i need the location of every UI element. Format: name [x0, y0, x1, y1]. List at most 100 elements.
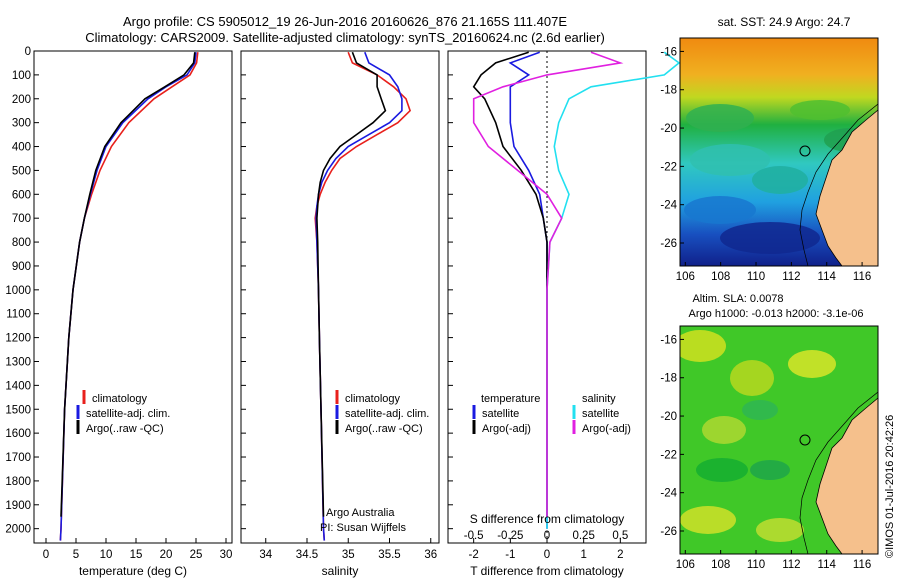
temperature-axes: 0 5 10 15 20 25 300100200300400500600700800900… [5, 46, 232, 561]
sst-mottle [684, 100, 876, 254]
legend-label-satellite: satellite-adj. clim. [86, 408, 170, 420]
sla-mottle [680, 330, 836, 542]
legend-label-climatology: climatology [345, 393, 401, 405]
salinity-lines [314, 51, 412, 541]
map-y-tick-label: -18 [660, 85, 677, 97]
difference-legend: temperature salinity satellite Argo(-adj… [472, 393, 631, 435]
x-tick-label: 35 [342, 549, 355, 561]
y-tick-label: 1600 [5, 428, 31, 440]
temperature-panel [33, 50, 233, 544]
map-x-tick-label: 114 [818, 559, 837, 571]
legend-label-argo: Argo(..raw -QC) [345, 423, 423, 435]
map-x-tick-label: 112 [782, 271, 800, 283]
sla-map-title-1: Altim. SLA: 0.0078 [692, 293, 783, 305]
salinity-axes: 34 34.5 35 35.5 36 [241, 50, 437, 561]
series-line-argo---raw--qc- [60, 52, 196, 517]
difference-top-label: S difference from climatology [470, 512, 625, 526]
legend-title-salinity: salinity [582, 393, 616, 405]
difference-xlabel: T difference from climatology [470, 564, 624, 578]
annotation-pi: PI: Susan Wijffels [320, 522, 406, 534]
x-tick-label: 36 [424, 549, 437, 561]
y-tick-label: 1500 [5, 404, 31, 416]
y-tick-label: 0 [25, 46, 31, 58]
y-tick-label: 1800 [5, 476, 31, 488]
y-tick-label: 1400 [5, 380, 31, 392]
title-line-2: Climatology: CARS2009. Satellite-adjuste… [85, 30, 605, 45]
map-y-tick-label: -24 [660, 488, 677, 500]
sst-land [815, 109, 878, 266]
x-tick-label: -2 [469, 549, 479, 561]
annotation-argo-australia: Argo Australia [326, 507, 395, 519]
top-x-tick-label: -0.5 [464, 530, 484, 542]
y-tick-label: 1100 [6, 309, 31, 321]
y-tick-label: 1200 [5, 333, 31, 345]
x-tick-label: 0 [43, 549, 49, 561]
y-tick-label: 500 [12, 165, 31, 177]
sla-profile-marker [799, 434, 811, 446]
y-tick-label: 1900 [5, 500, 31, 512]
y-tick-label: 100 [12, 70, 31, 82]
salinity-xlabel: salinity [322, 564, 359, 578]
difference-lines [472, 51, 681, 529]
map-y-tick-label: -20 [660, 411, 677, 423]
top-x-tick-label: -0.25 [497, 530, 523, 542]
map-x-tick-label: 112 [782, 559, 800, 571]
x-tick-label: 35.5 [378, 549, 400, 561]
top-x-tick-label: 0.25 [572, 530, 594, 542]
map-y-tick-label: -26 [660, 238, 677, 250]
map-x-tick-label: 114 [818, 271, 837, 283]
y-tick-label: 600 [12, 189, 31, 201]
temperature-xlabel: temperature (deg C) [79, 564, 187, 578]
y-tick-label: 1300 [5, 356, 31, 368]
sst-map-frame [679, 37, 879, 267]
x-tick-label: 34 [259, 549, 272, 561]
y-tick-label: 700 [12, 213, 31, 225]
map-x-tick-label: 106 [676, 559, 695, 571]
series-line-argo---raw--qc- [316, 51, 387, 517]
sst-shelf-contour [799, 103, 878, 266]
sst-map-axes: 106 108 110 112 114 116 -16 -18 -20 -22 -24 -26 [660, 46, 871, 283]
y-tick-label: 900 [12, 261, 31, 273]
map-y-tick-label: -18 [660, 373, 677, 385]
x-tick-label: 34.5 [296, 549, 318, 561]
y-tick-label: 1700 [5, 452, 31, 464]
temperature-lines [59, 52, 199, 541]
map-y-tick-label: -16 [660, 46, 677, 58]
map-y-tick-label: -26 [660, 526, 677, 538]
temperature-legend: climatology satellite-adj. clim. Argo(..… [76, 390, 170, 435]
top-x-tick-label: 0.5 [612, 530, 628, 542]
sst-profile-marker [799, 145, 811, 157]
map-y-tick-label: -20 [660, 123, 677, 135]
sla-map-title-2: Argo h1000: -0.013 h2000: -3.1e-06 [689, 308, 864, 320]
x-tick-label: 2 [617, 549, 623, 561]
sla-land [815, 397, 878, 554]
map-x-tick-label: 116 [853, 271, 871, 283]
map-x-tick-label: 110 [747, 559, 765, 571]
x-tick-label: 25 [190, 549, 203, 561]
x-tick-label: 5 [73, 549, 79, 561]
map-x-tick-label: 106 [676, 271, 695, 283]
map-y-tick-label: -22 [660, 449, 677, 461]
legend-label-s-argo: Argo(-adj) [582, 423, 631, 435]
map-y-tick-label: -16 [660, 334, 677, 346]
map-x-tick-label: 110 [747, 271, 765, 283]
legend-label-satellite: satellite-adj. clim. [345, 408, 429, 420]
x-tick-label: -1 [505, 549, 515, 561]
legend-label-argo: Argo(..raw -QC) [86, 423, 164, 435]
imos-watermark: ©IMOS 01-Jul-2016 20:42:26 [884, 415, 896, 558]
y-tick-label: 400 [12, 142, 31, 154]
legend-label-s-satellite: satellite [582, 408, 619, 420]
x-tick-label: 0 [544, 549, 550, 561]
map-y-tick-label: -24 [660, 200, 677, 212]
salinity-legend: climatology satellite-adj. clim. Argo(..… [320, 390, 429, 534]
x-tick-label: 1 [580, 549, 586, 561]
legend-label-t-satellite: satellite [482, 408, 519, 420]
map-x-tick-label: 108 [711, 271, 730, 283]
map-x-tick-label: 108 [711, 559, 730, 571]
legend-title-temperature: temperature [481, 393, 540, 405]
x-tick-label: 10 [100, 549, 113, 561]
title-line-1: Argo profile: CS 5905012_19 26-Jun-2016 … [123, 14, 567, 29]
sla-shelf-contour [799, 391, 878, 554]
